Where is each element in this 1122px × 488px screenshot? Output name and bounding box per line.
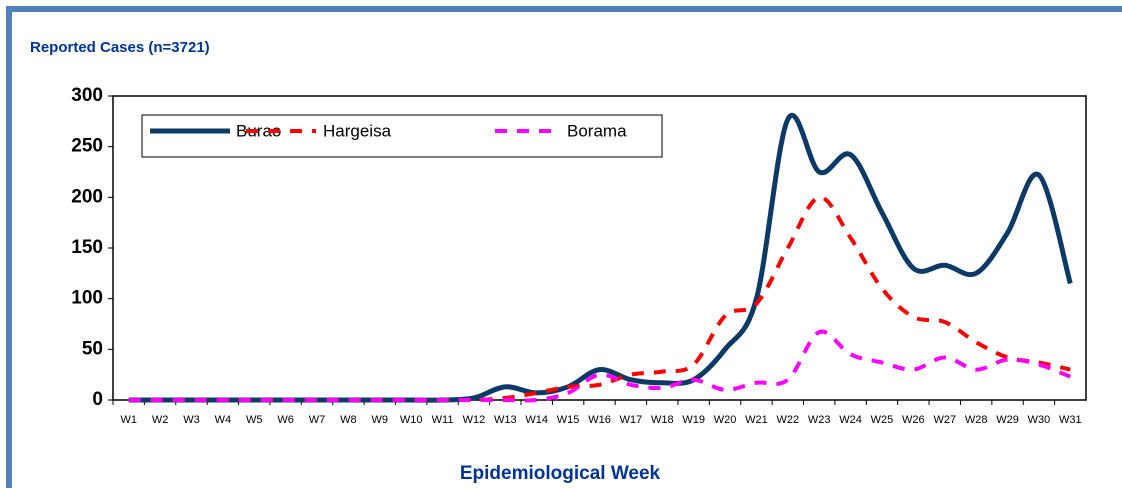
x-tick-label: W24 — [839, 414, 862, 426]
x-tick-label: W1 — [120, 414, 137, 426]
y-tick-label: 250 — [71, 136, 103, 157]
legend-label: Borama — [567, 121, 627, 140]
chart-title: Reported Cases (n=3721) — [30, 39, 210, 56]
x-tick-label: W15 — [557, 414, 580, 426]
x-tick-label: W23 — [808, 414, 831, 426]
y-tick-label: 150 — [71, 237, 103, 258]
x-tick-label: W14 — [525, 414, 548, 426]
x-tick-label: W6 — [277, 414, 294, 426]
y-tick-label: 100 — [71, 288, 103, 309]
y-tick-label: 0 — [92, 389, 103, 410]
x-tick-label: W19 — [682, 414, 705, 426]
x-tick-label: W31 — [1059, 414, 1082, 426]
x-tick-label: W18 — [651, 414, 674, 426]
x-tick-label: W25 — [871, 414, 894, 426]
x-tick-label: W8 — [340, 414, 357, 426]
x-tick-label: W2 — [152, 414, 169, 426]
x-tick-label: W3 — [183, 414, 200, 426]
x-tick-label: W12 — [463, 414, 486, 426]
x-tick-label: W21 — [745, 414, 768, 426]
x-axis-title: Epidemiological Week — [460, 463, 661, 484]
x-tick-label: W9 — [372, 414, 389, 426]
x-tick-label: W7 — [309, 414, 326, 426]
x-tick-label: W26 — [902, 414, 925, 426]
x-tick-label: W20 — [714, 414, 737, 426]
legend-label: Burao — [236, 121, 281, 140]
y-tick-label: 50 — [82, 338, 103, 359]
series-line — [128, 329, 1072, 403]
x-tick-label: W16 — [588, 414, 611, 426]
x-tick-label: W22 — [777, 414, 800, 426]
x-tick-label: W27 — [933, 414, 956, 426]
x-tick-label: W28 — [965, 414, 988, 426]
y-tick-label: 300 — [71, 85, 103, 106]
y-tick-label: 200 — [71, 186, 103, 207]
legend-box — [141, 114, 663, 158]
x-tick-label: W10 — [400, 414, 423, 426]
x-tick-label: W29 — [996, 414, 1019, 426]
legend-label: Hargeisa — [323, 121, 392, 140]
x-tick-label: W13 — [494, 414, 517, 426]
x-tick-label: W30 — [1028, 414, 1051, 426]
x-tick-label: W5 — [246, 414, 263, 426]
x-tick-label: W4 — [215, 414, 232, 426]
x-tick-label: W17 — [620, 414, 643, 426]
x-tick-label: W11 — [432, 414, 454, 426]
